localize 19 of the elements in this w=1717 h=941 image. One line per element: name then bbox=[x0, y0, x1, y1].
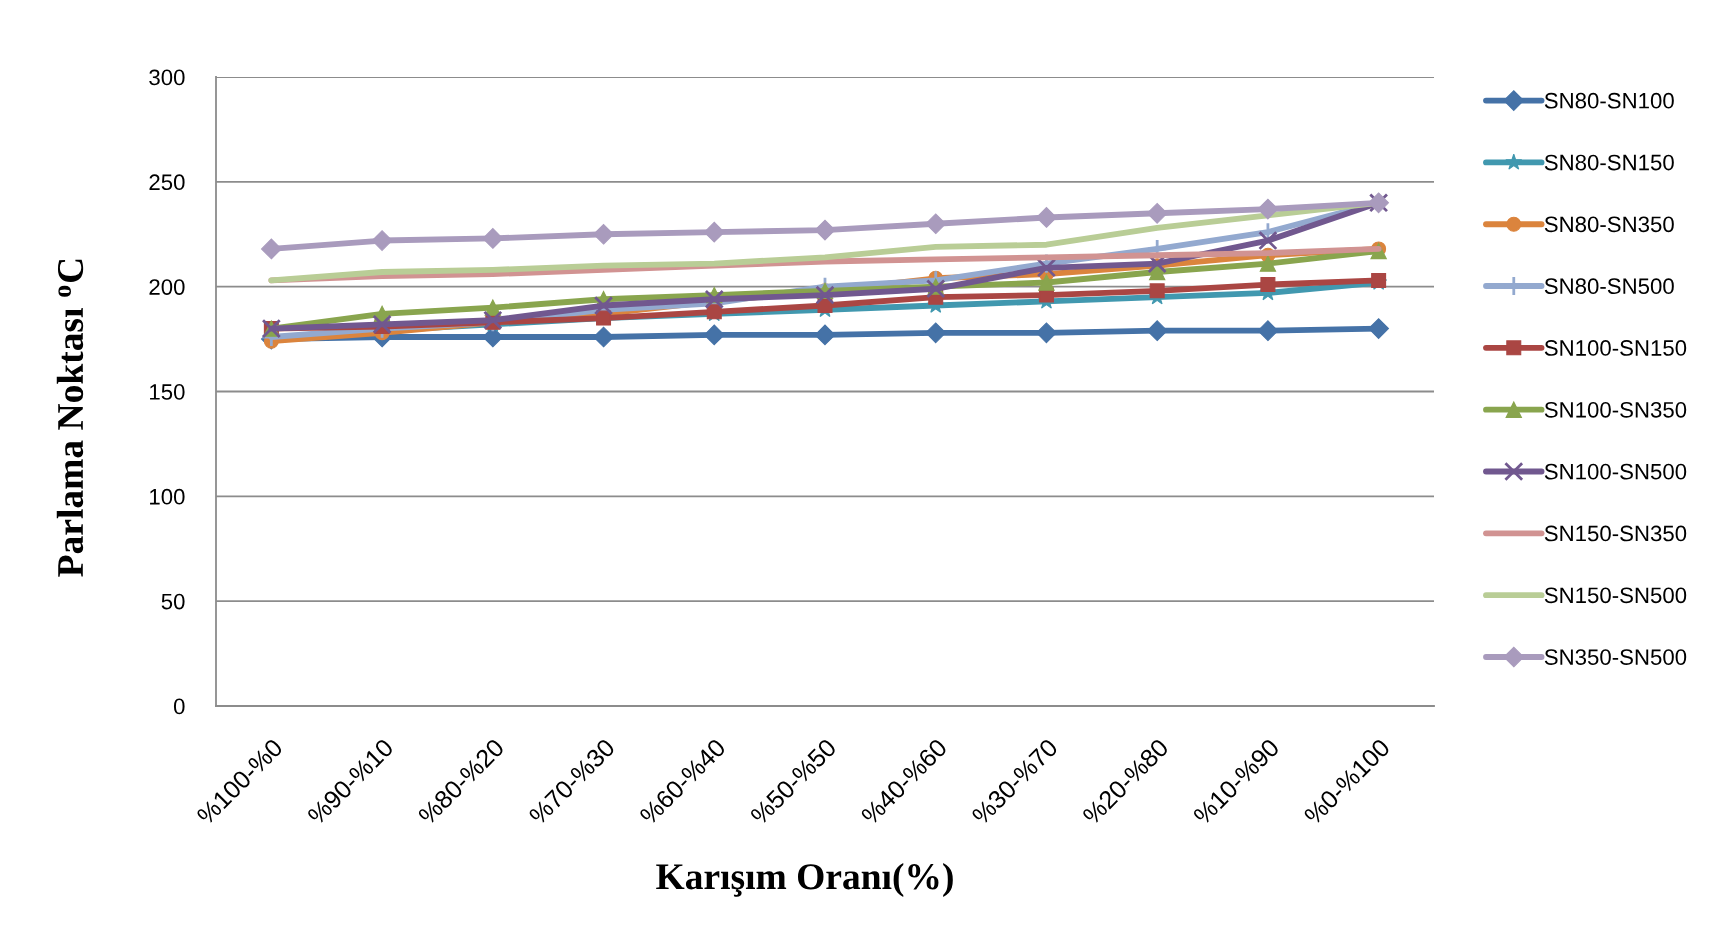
legend-label: SN150-SN500 bbox=[1544, 587, 1687, 604]
legend-label: SN150-SN350 bbox=[1544, 525, 1687, 542]
y-tick-label: 200 bbox=[149, 279, 185, 295]
legend-label: SN80-SN150 bbox=[1544, 154, 1674, 171]
x-axis-title: Karışım Oranı(%) bbox=[656, 863, 953, 897]
y-tick-label: 0 bbox=[173, 698, 185, 715]
legend-label: SN80-SN500 bbox=[1544, 278, 1674, 295]
y-tick-label: 250 bbox=[149, 174, 185, 191]
y-tick-label: 50 bbox=[161, 593, 185, 610]
legend-label: SN100-SN350 bbox=[1544, 401, 1687, 418]
legend-label: SN100-SN150 bbox=[1544, 340, 1687, 356]
legend-label: SN350-SN500 bbox=[1544, 649, 1687, 665]
legend-label: SN80-SN350 bbox=[1544, 216, 1674, 233]
y-tick-label: 300 bbox=[149, 69, 185, 86]
y-axis-title: Parlama Noktası $^{o}$C bbox=[56, 259, 84, 577]
y-tick-label: 100 bbox=[150, 488, 185, 505]
legend-label: SN100-SN500 bbox=[1544, 463, 1687, 480]
y-tick-label: 150 bbox=[150, 384, 185, 400]
legend-label: SN80-SN100 bbox=[1544, 92, 1674, 109]
